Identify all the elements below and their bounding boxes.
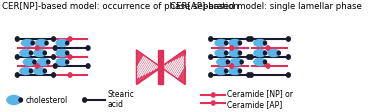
Ellipse shape (20, 68, 32, 75)
Circle shape (263, 61, 266, 64)
Ellipse shape (34, 50, 46, 57)
Circle shape (68, 55, 72, 60)
Ellipse shape (254, 59, 266, 66)
Circle shape (66, 61, 69, 64)
Circle shape (287, 73, 290, 78)
Text: CER[NP]-based model: occurrence of phase separation: CER[NP]-based model: occurrence of phase… (2, 2, 239, 11)
Circle shape (52, 38, 56, 42)
Ellipse shape (36, 40, 48, 47)
Circle shape (15, 38, 19, 42)
Ellipse shape (215, 50, 227, 57)
Ellipse shape (229, 40, 241, 47)
Circle shape (247, 38, 251, 42)
Circle shape (211, 93, 215, 97)
Circle shape (86, 46, 90, 51)
Circle shape (249, 38, 253, 42)
Circle shape (86, 64, 90, 69)
Ellipse shape (56, 40, 68, 47)
Circle shape (35, 46, 39, 51)
Ellipse shape (215, 40, 227, 47)
Circle shape (53, 46, 57, 51)
Circle shape (29, 70, 33, 73)
Text: Stearic
acid: Stearic acid (108, 89, 135, 108)
Ellipse shape (7, 96, 21, 105)
Circle shape (83, 98, 87, 102)
Circle shape (68, 38, 72, 42)
Circle shape (225, 70, 228, 73)
Circle shape (52, 55, 56, 60)
Circle shape (45, 42, 48, 45)
Bar (158, 51, 163, 84)
Circle shape (29, 52, 33, 55)
Ellipse shape (217, 59, 229, 66)
Ellipse shape (56, 50, 68, 57)
Circle shape (230, 46, 234, 51)
Circle shape (33, 61, 36, 64)
Circle shape (31, 42, 34, 45)
Circle shape (239, 42, 242, 45)
Ellipse shape (215, 68, 227, 75)
Ellipse shape (268, 50, 280, 57)
Ellipse shape (37, 59, 49, 66)
Circle shape (247, 55, 251, 60)
Circle shape (68, 73, 72, 78)
Circle shape (239, 52, 242, 55)
Circle shape (19, 98, 22, 102)
Ellipse shape (23, 59, 36, 66)
Circle shape (226, 61, 229, 64)
Ellipse shape (229, 50, 241, 57)
Ellipse shape (231, 59, 243, 66)
Circle shape (249, 73, 253, 78)
Circle shape (211, 101, 215, 105)
Circle shape (240, 61, 243, 64)
Circle shape (35, 64, 39, 69)
Circle shape (266, 64, 270, 69)
Circle shape (277, 52, 280, 55)
Circle shape (209, 38, 212, 42)
Circle shape (209, 55, 212, 60)
Circle shape (15, 55, 19, 60)
Circle shape (52, 73, 56, 78)
Ellipse shape (20, 50, 32, 57)
Circle shape (43, 52, 46, 55)
Circle shape (225, 52, 228, 55)
Circle shape (43, 70, 46, 73)
Circle shape (66, 42, 69, 45)
Ellipse shape (254, 40, 266, 47)
Circle shape (47, 61, 50, 64)
Text: CER[AP]-based model: single lamellar phase: CER[AP]-based model: single lamellar pha… (170, 2, 362, 11)
Circle shape (287, 55, 290, 60)
Circle shape (53, 64, 57, 69)
Circle shape (263, 42, 266, 45)
Circle shape (209, 73, 212, 78)
Circle shape (263, 52, 266, 55)
Ellipse shape (254, 50, 266, 57)
Circle shape (249, 55, 253, 60)
Text: cholesterol: cholesterol (26, 96, 68, 105)
Circle shape (266, 46, 270, 51)
Ellipse shape (56, 59, 68, 66)
Circle shape (15, 73, 19, 78)
Circle shape (287, 38, 290, 42)
Circle shape (247, 73, 251, 78)
Ellipse shape (229, 68, 241, 75)
Ellipse shape (22, 40, 34, 47)
Ellipse shape (34, 68, 46, 75)
Circle shape (66, 52, 69, 55)
Circle shape (225, 42, 228, 45)
Text: Ceramide [NP] or
Ceramide [AP]: Ceramide [NP] or Ceramide [AP] (227, 88, 293, 108)
Circle shape (230, 64, 234, 69)
Circle shape (239, 70, 242, 73)
